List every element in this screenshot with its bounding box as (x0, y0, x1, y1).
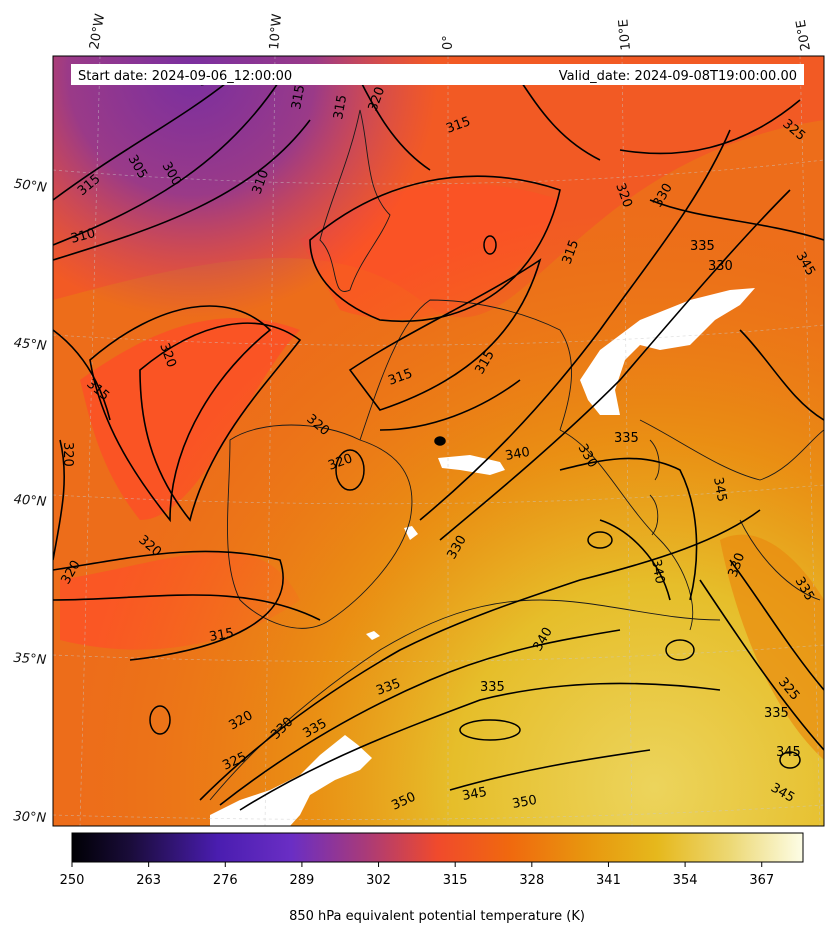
missing-data-alps (580, 288, 755, 415)
info-box: Start date: 2024-09-06_12:00:00 Valid_da… (71, 64, 804, 85)
colorbar-tick-label: 250 (60, 873, 85, 888)
coast-greece (739, 519, 821, 601)
lat-label-30n: 30°N (13, 809, 47, 826)
map-frame (52, 55, 825, 827)
colorbar-tick-label: 263 (136, 873, 161, 888)
contour-label: 315 (331, 94, 350, 121)
contour-label: 310 (69, 226, 97, 247)
contour-label: 345 (461, 785, 488, 804)
missing-data-sardinia (438, 455, 505, 475)
colorbar-tick-label: 302 (366, 873, 391, 888)
colorbar-gradient (71, 832, 804, 863)
contour-label: 335 (614, 431, 639, 446)
contour-label: 315 (289, 84, 308, 111)
colorbar-label: 850 hPa equivalent potential temperature… (289, 909, 585, 924)
valid-date-label: Valid_date: 2024-09-08T19:00:00.00 (559, 69, 797, 84)
contour-label: 345 (710, 476, 729, 503)
coast-north-africa (209, 599, 721, 801)
contour-label: 345 (776, 745, 801, 760)
contour-label: 335 (764, 706, 789, 721)
colorbar-tick-label: 354 (673, 873, 698, 888)
colorbar: 250 263 276 289 302 315 328 341 354 367 850 hPa e… (60, 832, 804, 924)
lat-label-45n: 45°N (13, 336, 47, 354)
lon-label-20e: 20°E (794, 19, 814, 52)
graticule (53, 56, 824, 826)
contour-lines (53, 79, 824, 811)
colorbar-tick-label: 315 (443, 873, 468, 888)
longitude-labels: 20°W 10°W 0° 10°E 20°E (87, 13, 814, 52)
contour-label: 320 (60, 442, 75, 467)
lon-label-10w: 10°W (267, 13, 285, 50)
coast-iberia (227, 424, 413, 629)
contour-label: 315 (208, 626, 235, 645)
warm-tongue-east (720, 534, 824, 760)
coast-corsica-sardinia (649, 439, 660, 536)
lon-label-20w: 20°W (87, 13, 108, 51)
lon-label-0: 0° (441, 35, 456, 50)
contour-label: 340 (504, 445, 531, 464)
colorbar-tick-label: 341 (596, 873, 621, 888)
info-box-background (71, 64, 804, 85)
missing-data-spot-2 (366, 631, 380, 640)
colorbar-tick-label: 367 (749, 873, 774, 888)
colorbar-tick-label: 289 (289, 873, 314, 888)
coast-british-isles (319, 109, 391, 293)
colorbar-tick-label: 276 (213, 873, 238, 888)
lon-label-10e: 10°E (616, 19, 634, 51)
start-date-label: Start date: 2024-09-06_12:00:00 (78, 69, 292, 84)
contour-label: 335 (480, 680, 505, 695)
lat-label-50n: 50°N (13, 177, 48, 196)
contour-label: 335 (690, 239, 715, 254)
coast-france (359, 299, 572, 441)
contour-label: 330 (708, 259, 733, 274)
coast-balkans (639, 419, 824, 481)
contour-label: 350 (511, 793, 538, 812)
contour-small-features (149, 235, 801, 769)
lat-label-35n: 35°N (13, 651, 47, 668)
lat-label-40n: 40°N (13, 492, 47, 510)
colorbar-tick-label: 328 (519, 873, 544, 888)
contour-label: 340 (648, 558, 667, 585)
map-panel[interactable]: 305 300 305 310 315 310 315 315 320 315 … (53, 56, 824, 826)
coastlines (209, 109, 824, 801)
colorbar-ticks: 250 263 276 289 302 315 328 341 354 367 (60, 862, 774, 888)
latitude-labels: 50°N 45°N 40°N 35°N 30°N (13, 177, 48, 826)
